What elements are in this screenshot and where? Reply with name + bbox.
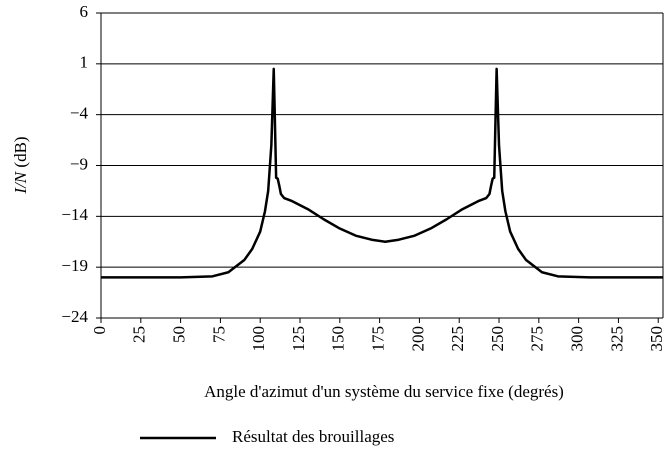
x-tick-label: 100 bbox=[249, 326, 268, 352]
y-tick-label: −24 bbox=[61, 307, 88, 326]
data-line bbox=[101, 67, 663, 279]
x-tick-label: 250 bbox=[488, 326, 507, 352]
x-tick-label: 300 bbox=[568, 326, 587, 352]
x-tick-label: 200 bbox=[408, 326, 427, 352]
y-axis-label: I/N (dB) bbox=[11, 136, 30, 194]
y-tick-label: −14 bbox=[61, 205, 88, 224]
x-tick-label: 225 bbox=[448, 326, 467, 352]
y-tick-label: 1 bbox=[80, 53, 89, 72]
x-axis-label: Angle d'azimut d'un système du service f… bbox=[204, 382, 564, 401]
x-tick-label: 75 bbox=[209, 326, 228, 343]
y-tick-label: −4 bbox=[70, 104, 89, 123]
y-tick-label: −9 bbox=[70, 154, 88, 173]
y-tick-label: −19 bbox=[61, 256, 88, 275]
x-tick-label: 325 bbox=[607, 326, 626, 352]
x-tick-label: 125 bbox=[289, 326, 308, 352]
x-tick-label: 0 bbox=[90, 326, 109, 335]
y-axis-variable: I/N bbox=[11, 170, 30, 194]
legend-label: Résultat des brouillages bbox=[232, 427, 394, 446]
y-axis-unit: (dB) bbox=[11, 136, 30, 167]
x-tick-label: 350 bbox=[647, 326, 666, 352]
x-tick-label: 50 bbox=[170, 326, 189, 343]
y-tick-label: 6 bbox=[80, 2, 89, 21]
x-tick-label: 275 bbox=[528, 326, 547, 352]
x-tick-label: 150 bbox=[329, 326, 348, 352]
x-tick-label: 25 bbox=[130, 326, 149, 343]
x-tick-label: 175 bbox=[369, 326, 388, 352]
